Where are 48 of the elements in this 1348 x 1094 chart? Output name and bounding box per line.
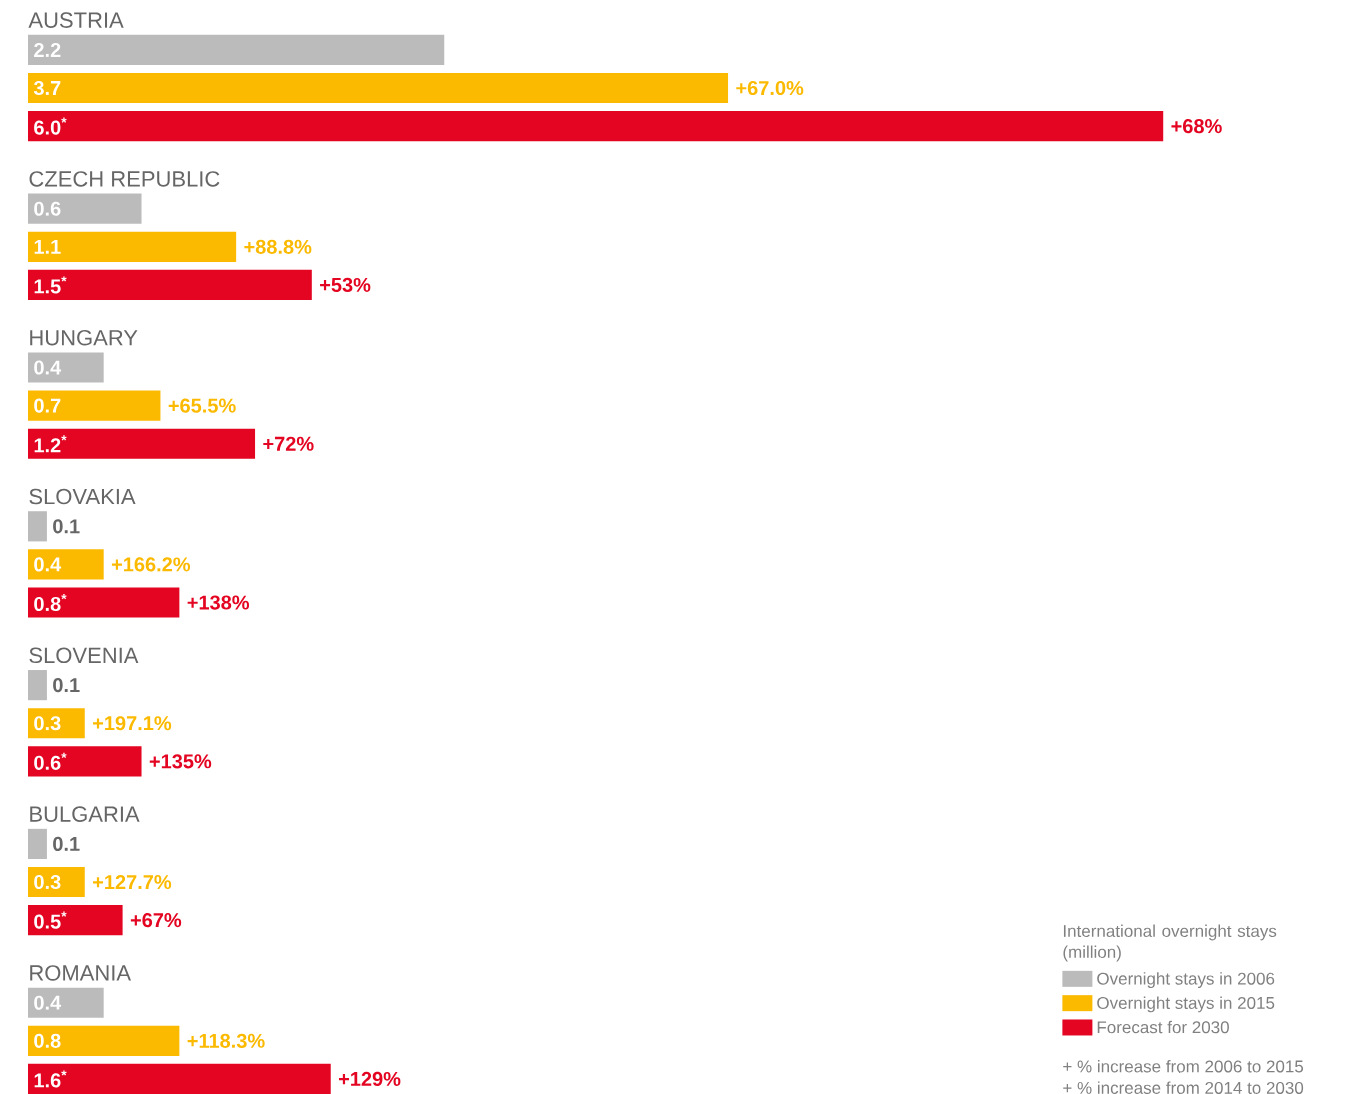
data-label: 0.4: [34, 557, 62, 572]
data-label: 0.1: [53, 519, 80, 534]
annotation: +53%: [320, 277, 371, 293]
legend-label: Overnight stays in 2006: [1097, 972, 1275, 989]
y-tick-label: BULGARIA: [30, 806, 140, 822]
data-label: 0.4: [34, 360, 62, 375]
annotation: +67.0%: [736, 80, 804, 96]
data-label: 1.5$^{*}$: [34, 276, 67, 294]
annotation: +166.2%: [111, 557, 191, 572]
data-label: 0.6: [34, 201, 61, 216]
data-label: 2.2: [34, 42, 61, 57]
annotation: + % increase from 2014 to 2030: [1063, 1081, 1304, 1094]
y-tick-label: SLOVAKIA: [29, 488, 136, 505]
data-label: 1.1: [34, 239, 61, 254]
y-tick-label: ROMANIA: [30, 965, 132, 981]
legend-label: Overnight stays in 2015: [1097, 996, 1275, 1013]
data-label: 0.8$^{*}$: [34, 594, 67, 612]
annotation: +118.3%: [187, 1033, 265, 1048]
data-label: 3.7: [33, 80, 61, 96]
y-tick-label: CZECH REPUBLIC: [29, 171, 220, 187]
data-label: 0.1: [53, 678, 80, 693]
annotation: +65.5%: [168, 398, 236, 413]
legend-title: International overnight stays (million): [1063, 924, 1277, 962]
annotation: +88.8%: [244, 239, 312, 254]
data-label: 0.4: [34, 995, 62, 1010]
data-label: 0.8: [34, 1033, 61, 1048]
data-label: 0.7: [34, 398, 61, 413]
annotation: +72%: [263, 436, 314, 451]
annotation: +138%: [187, 595, 250, 610]
data-label: 0.3: [34, 716, 61, 731]
y-tick-label: SLOVENIA: [29, 647, 139, 664]
annotation: + % increase from 2006 to 2015: [1063, 1059, 1304, 1073]
annotation: +129%: [338, 1071, 401, 1087]
annotation: +197.1%: [93, 716, 172, 731]
annotation: +67%: [130, 913, 182, 928]
data-label: 1.6$^{*}$: [34, 1070, 67, 1088]
y-tick-label: AUSTRIA: [28, 12, 124, 28]
text: +68%: [1171, 119, 1222, 134]
data-label: 6.0$^{*}$: [34, 117, 67, 135]
data-label: 0.6$^{*}$: [34, 752, 67, 770]
data-label: 0.1: [53, 836, 80, 851]
legend-label: Forecast for 2030: [1097, 1020, 1229, 1034]
data-label: 0.3: [34, 874, 61, 890]
data-label: 0.5$^{*}$: [34, 911, 67, 929]
y-tick-label: HUNGARY: [30, 329, 138, 346]
annotation: +135%: [149, 754, 212, 769]
annotation: +127.7%: [93, 874, 172, 890]
data-label: 1.2$^{*}$: [34, 435, 67, 453]
